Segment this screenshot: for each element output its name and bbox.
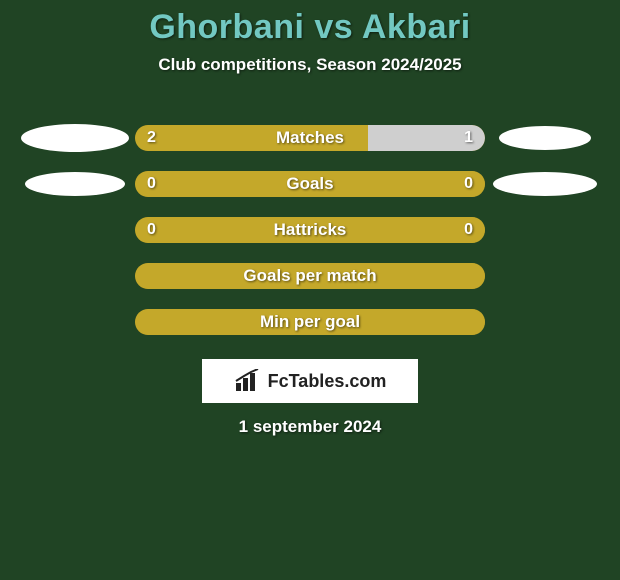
- right-side: [485, 126, 605, 150]
- brand-chart-icon: [234, 369, 262, 393]
- left-oval: [21, 124, 129, 152]
- bar-label: Min per goal: [135, 312, 485, 332]
- bar-label: Goals per match: [135, 266, 485, 286]
- stat-bar: Min per goal: [135, 309, 485, 335]
- stat-bar: 21Matches: [135, 125, 485, 151]
- bar-label: Goals: [135, 174, 485, 194]
- stat-row: 00Goals: [0, 161, 620, 207]
- brand-text: FcTables.com: [268, 371, 387, 392]
- stat-row: Goals per match: [0, 253, 620, 299]
- right-side: [485, 172, 605, 196]
- bar-label: Matches: [135, 128, 485, 148]
- brand-box: FcTables.com: [202, 359, 418, 403]
- right-oval: [499, 126, 591, 150]
- stat-row: 21Matches: [0, 115, 620, 161]
- left-side: [15, 172, 135, 196]
- page-subtitle: Club competitions, Season 2024/2025: [0, 55, 620, 75]
- stat-bar: Goals per match: [135, 263, 485, 289]
- page-title: Ghorbani vs Akbari: [0, 0, 620, 47]
- comparison-canvas: Ghorbani vs Akbari Club competitions, Se…: [0, 0, 620, 580]
- bar-label: Hattricks: [135, 220, 485, 240]
- stat-row: 00Hattricks: [0, 207, 620, 253]
- stat-row: Min per goal: [0, 299, 620, 345]
- stat-bar: 00Hattricks: [135, 217, 485, 243]
- right-oval: [493, 172, 597, 196]
- left-side: [15, 124, 135, 152]
- date-text: 1 september 2024: [0, 417, 620, 437]
- left-oval: [25, 172, 125, 196]
- stat-rows: 21Matches 00Goals 00Hattricks Goals per mat…: [0, 115, 620, 345]
- stat-bar: 00Goals: [135, 171, 485, 197]
